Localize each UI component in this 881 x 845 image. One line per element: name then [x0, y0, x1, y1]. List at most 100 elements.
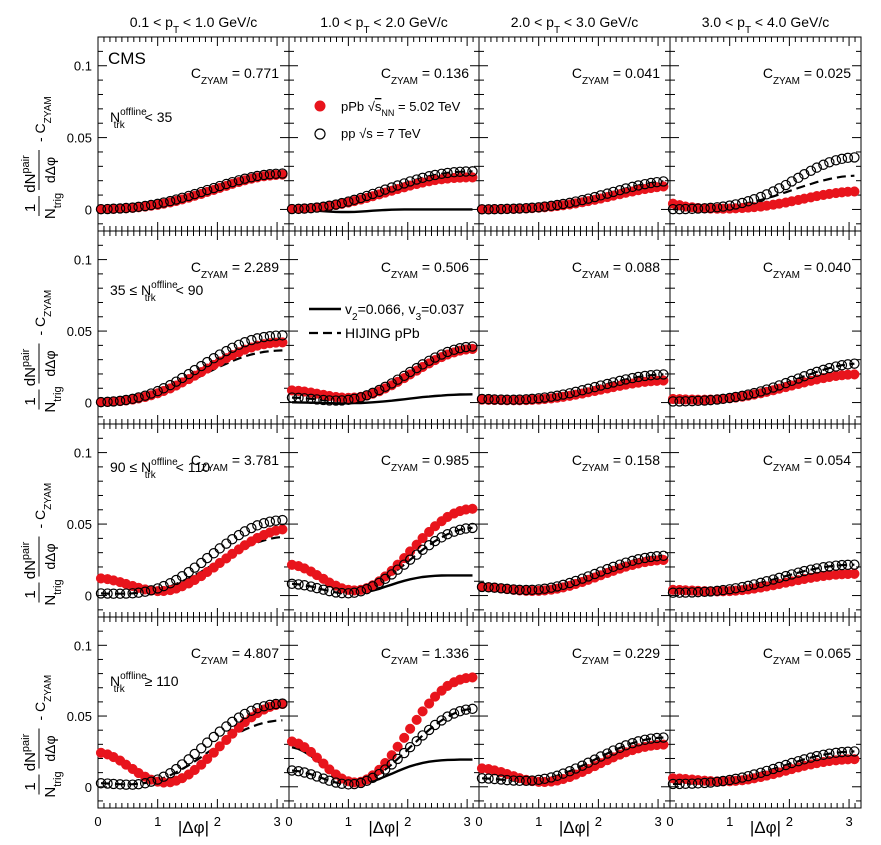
- pp-point: [508, 584, 519, 595]
- pp-point: [799, 565, 810, 577]
- legend-vn-label: v2=0.066, v3=0.037: [345, 301, 465, 323]
- pp-point: [270, 330, 282, 341]
- y-tick-label: 0: [85, 396, 92, 411]
- multiplicity-label: Noffline trk < 35: [110, 107, 172, 131]
- pp-point: [639, 178, 651, 190]
- pp-point: [336, 587, 348, 599]
- pp-point: [227, 716, 238, 728]
- hijing-curve: [291, 707, 473, 786]
- pp-point: [705, 777, 716, 788]
- pp-point: [748, 769, 760, 780]
- pp-point: [398, 747, 410, 759]
- pp-point: [367, 581, 378, 592]
- pp-point: [264, 516, 276, 527]
- column-title: 0.1 < pT < 1.0 GeV/c: [130, 14, 258, 36]
- pp-point: [460, 166, 472, 177]
- pp-point: [737, 197, 748, 209]
- ppb-point: [849, 754, 860, 765]
- pp-point: [742, 580, 754, 592]
- pp-point: [305, 769, 317, 780]
- pp-point: [730, 773, 741, 785]
- column-title: 3.0 < pT < 4.0 GeV/c: [702, 14, 830, 36]
- pp-point: [824, 561, 835, 572]
- x-tick-label: 2: [214, 814, 221, 829]
- pp-point: [546, 200, 557, 212]
- y-tick-label: 0.1: [74, 59, 92, 74]
- pp-point: [780, 759, 791, 771]
- panel-r0-c1: CZYAM = 0.136: [286, 36, 480, 232]
- pp-point: [208, 353, 219, 364]
- pp-point: [379, 764, 391, 775]
- pp-point: [620, 557, 632, 568]
- pp-point: [165, 379, 176, 391]
- y-label-ddphi: dΔφ: [42, 157, 58, 183]
- pp-point: [233, 339, 245, 350]
- pp-point: [595, 566, 606, 577]
- x-axis-labels: |Δφ| |Δφ| |Δφ| |Δφ|: [178, 818, 781, 837]
- ppb-point: [424, 698, 435, 709]
- pp-point: [658, 550, 669, 562]
- pp-point: [361, 775, 372, 787]
- ppb-point: [202, 753, 213, 764]
- multiplicity-label: 90 ≤ Noffline trk < 110: [110, 457, 210, 481]
- pp-point: [318, 394, 329, 406]
- pp-point: [270, 698, 282, 710]
- pp-point: [699, 203, 710, 214]
- pp-point: [489, 773, 500, 785]
- pp-point: [761, 576, 772, 587]
- y-tick-label: 0: [85, 780, 92, 795]
- pp-point: [514, 584, 525, 596]
- pp-point: [680, 778, 691, 790]
- pp-point: [196, 557, 207, 569]
- pp-point: [246, 172, 257, 183]
- pp-point: [429, 169, 441, 181]
- pp-point: [330, 395, 342, 406]
- pp-point: [539, 201, 550, 212]
- pp-point: [583, 383, 594, 394]
- pp-point: [724, 392, 735, 404]
- pp-point: [589, 754, 600, 765]
- pp-point: [299, 767, 310, 778]
- pp-point: [208, 182, 219, 194]
- pp-point: [252, 520, 263, 531]
- pp-point: [608, 377, 619, 388]
- pp-point: [139, 778, 151, 789]
- y-tick-label: 0.05: [67, 131, 92, 146]
- pp-point: [483, 582, 494, 593]
- y-label-ntrig: Ntrig: [42, 193, 64, 219]
- pp-point: [330, 777, 342, 788]
- pp-point: [577, 573, 588, 584]
- x-tick-label: 1: [345, 814, 352, 829]
- pp-point: [533, 584, 544, 595]
- ppb-point: [221, 734, 232, 745]
- pp-point: [692, 203, 704, 214]
- czyam-label: CZYAM = 4.807: [191, 645, 279, 667]
- pp-point: [246, 334, 257, 346]
- pp-point: [551, 770, 563, 781]
- pp-point: [557, 768, 569, 779]
- pp-point: [595, 190, 606, 201]
- pp-point: [667, 778, 679, 790]
- pp-point: [120, 394, 132, 406]
- pp-point: [139, 586, 151, 597]
- pp-point: [539, 583, 550, 594]
- pp-point: [836, 559, 848, 571]
- pp-point: [404, 554, 416, 565]
- pp-point: [252, 703, 263, 714]
- panel-r2-c2: CZYAM = 0.158: [476, 423, 671, 618]
- pp-point: [386, 759, 397, 770]
- pp-point: [514, 775, 525, 787]
- pp-point: [429, 352, 441, 363]
- pp-point: [355, 586, 367, 597]
- pp-point: [520, 394, 532, 405]
- pp-point: [324, 585, 335, 597]
- pp-point: [546, 582, 557, 593]
- pp-point: [595, 380, 606, 391]
- y-label-minus: - CZYAM: [32, 290, 54, 336]
- ppb-point: [417, 533, 428, 544]
- pp-point: [176, 759, 188, 770]
- pp-point: [120, 779, 132, 790]
- pp-point: [705, 394, 716, 406]
- legend-pp-label: pp √s = 7 TeV: [341, 126, 421, 141]
- panel-r2-c3: CZYAM = 0.054: [667, 423, 862, 618]
